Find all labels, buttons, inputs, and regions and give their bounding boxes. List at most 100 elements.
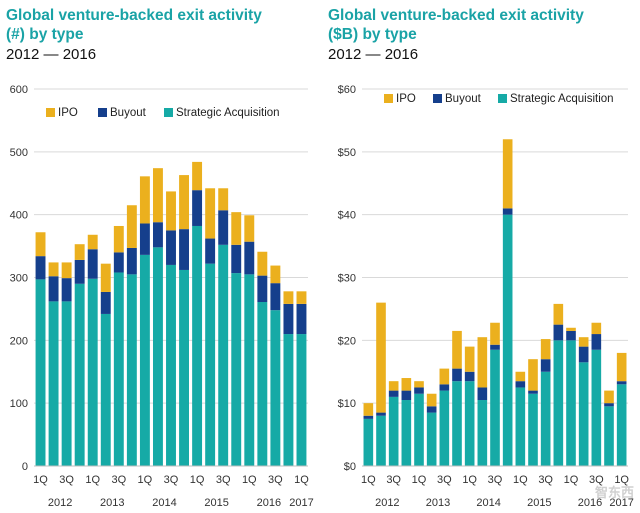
x-tick-label: 3Q: [164, 474, 179, 486]
bar-strategic: [616, 384, 627, 466]
bar-buyout: [363, 415, 374, 419]
x-tick-label: 1Q: [33, 474, 48, 486]
x-tick-label: 1Q: [138, 474, 153, 486]
bar-ipo: [139, 176, 150, 224]
bar-ipo: [166, 191, 176, 231]
bar-buyout: [231, 244, 242, 274]
legend-swatch-strategic: [164, 108, 173, 117]
year-label: 2013: [100, 497, 124, 509]
bar-strategic: [553, 340, 564, 466]
bar-buyout: [48, 276, 59, 302]
bar-ipo: [566, 327, 576, 331]
x-tick-label: 3Q: [538, 474, 553, 486]
bar-buyout: [388, 390, 399, 397]
bar-buyout: [515, 381, 526, 388]
legend-swatch-ipo: [384, 94, 393, 103]
chart-title-line-1: Global venture-backed exit activity: [328, 7, 584, 24]
legend-swatch-buyout: [98, 108, 107, 117]
year-label: 2017: [609, 497, 633, 509]
chart-panel-value: Global venture-backed exit activity ($B)…: [322, 0, 640, 513]
bar-strategic: [376, 415, 386, 466]
bar-buyout: [604, 403, 614, 407]
x-tick-label: 1Q: [190, 474, 205, 486]
y-tick-label: 300: [10, 273, 28, 285]
bar-strategic: [100, 313, 111, 466]
bar-ipo: [270, 265, 281, 284]
chart-subtitle: 2012 — 2016: [6, 46, 97, 63]
bar-buyout: [490, 344, 500, 350]
bar-strategic: [283, 334, 294, 466]
bar-buyout: [166, 230, 176, 265]
bar-buyout: [401, 390, 412, 401]
bar-strategic: [35, 279, 46, 466]
bar-buyout: [257, 275, 268, 303]
bar-ipo: [283, 291, 294, 304]
bar-buyout: [616, 381, 627, 385]
bar-ipo: [48, 262, 59, 277]
x-tick-label: 1Q: [85, 474, 100, 486]
bar-strategic: [439, 390, 450, 466]
year-label: 2016: [578, 497, 602, 509]
bar-strategic: [126, 274, 137, 466]
bar-strategic: [452, 381, 462, 466]
bar-ipo: [205, 188, 216, 239]
bar-chart-value: $0 $10 $20 $30 $40 $50 $60 1Q 3Q 1Q 3Q 1Q 3Q 1Q 3Q 1Q 3Q…: [338, 84, 634, 509]
bar-strategic: [591, 349, 602, 466]
year-label: 2013: [426, 497, 450, 509]
bar-buyout: [477, 387, 488, 401]
bar-ipo: [126, 205, 137, 248]
bar-strategic: [566, 340, 576, 466]
bar-ipo: [61, 262, 72, 279]
bar-ipo: [426, 393, 437, 407]
bar-strategic: [363, 418, 374, 466]
bar-buyout: [578, 346, 589, 363]
chart-panel-count: Global venture-backed exit activity (#) …: [0, 0, 318, 513]
bar-buyout: [439, 384, 450, 391]
y-tick-label: $60: [338, 84, 356, 96]
bar-ipo: [477, 337, 488, 388]
bar-buyout: [528, 390, 538, 394]
x-tick-label: 3Q: [437, 474, 452, 486]
year-label: 2016: [257, 497, 281, 509]
year-label: 2012: [48, 497, 72, 509]
bar-ipo: [100, 263, 111, 292]
bar-strategic: [179, 269, 190, 466]
bar-buyout: [139, 223, 150, 255]
bar-ipo: [401, 378, 412, 391]
bar-ipo: [192, 161, 203, 191]
watermark-text: 智东西: [594, 485, 634, 500]
bar-strategic: [388, 396, 399, 466]
bar-ipo: [414, 381, 424, 388]
bar-strategic: [578, 362, 589, 466]
y-tick-label: $40: [338, 210, 356, 222]
bar-strategic: [296, 334, 307, 466]
bar-strategic: [464, 381, 475, 466]
bar-strategic: [152, 247, 163, 466]
bar-ipo: [74, 244, 85, 260]
chart-subtitle: 2012 — 2016: [328, 46, 419, 63]
bar-strategic: [604, 406, 614, 466]
legend-label-buyout: Buyout: [110, 107, 147, 119]
bar-strategic: [502, 214, 513, 466]
bar-ipo: [296, 291, 307, 304]
bar-strategic: [257, 302, 268, 466]
bar-buyout: [540, 359, 551, 372]
bar-strategic: [48, 301, 59, 466]
bar-strategic: [205, 263, 216, 466]
bar-buyout: [270, 283, 281, 311]
bar-buyout: [502, 208, 513, 215]
bar-strategic: [244, 274, 255, 466]
bar-strategic: [218, 244, 229, 466]
bar-ipo: [218, 188, 229, 211]
x-tick-label: 1Q: [242, 474, 257, 486]
y-tick-label: $50: [338, 147, 356, 159]
bar-strategic: [414, 393, 424, 466]
x-tick-label: 1Q: [513, 474, 528, 486]
bar-ipo: [528, 359, 538, 391]
bar-ipo: [515, 371, 526, 382]
bar-strategic: [192, 225, 203, 466]
bar-buyout: [74, 259, 85, 284]
bar-buyout: [591, 334, 602, 350]
y-tick-label: 0: [22, 461, 28, 473]
bar-strategic: [113, 272, 124, 466]
